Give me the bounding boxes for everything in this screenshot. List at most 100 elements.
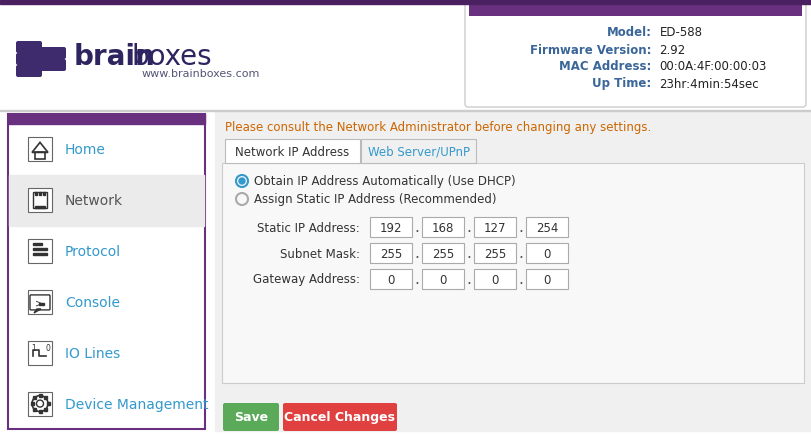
Text: Model:: Model:	[607, 25, 651, 39]
Bar	[474, 244, 516, 263]
Bar	[32, 396, 36, 399]
Text: 2.92: 2.92	[659, 43, 686, 57]
Text: 168: 168	[431, 221, 454, 234]
Text: 23hr:4min:54sec: 23hr:4min:54sec	[659, 78, 759, 90]
FancyBboxPatch shape	[283, 403, 397, 431]
Bar	[8, 115, 205, 125]
Bar	[38, 410, 41, 413]
Bar	[0, 111, 811, 112]
Bar	[38, 394, 41, 397]
FancyBboxPatch shape	[28, 138, 52, 162]
Text: brain: brain	[74, 43, 156, 71]
Text: 255: 255	[380, 247, 402, 260]
Bar	[33, 254, 47, 255]
FancyBboxPatch shape	[223, 403, 279, 431]
FancyBboxPatch shape	[40, 48, 66, 60]
Bar	[0, 0, 811, 5]
Bar	[370, 244, 412, 263]
Bar	[33, 244, 42, 246]
Text: boxes: boxes	[132, 43, 212, 71]
Bar	[39, 193, 41, 196]
Bar	[422, 244, 464, 263]
Bar	[33, 248, 47, 251]
Text: 0: 0	[45, 343, 49, 353]
Text: 0: 0	[543, 247, 551, 260]
Bar	[222, 164, 804, 383]
Bar	[526, 218, 568, 237]
Bar	[526, 244, 568, 263]
FancyBboxPatch shape	[8, 115, 205, 429]
Bar	[32, 408, 36, 411]
Circle shape	[239, 179, 245, 184]
Text: .: .	[518, 246, 523, 261]
Text: Web Server/UPnP: Web Server/UPnP	[367, 145, 470, 158]
Text: Console: Console	[65, 295, 120, 309]
Text: 255: 255	[484, 247, 506, 260]
Bar	[215, 112, 811, 431]
Text: 192: 192	[380, 221, 402, 234]
Text: 255: 255	[432, 247, 454, 260]
FancyBboxPatch shape	[16, 66, 42, 78]
Bar	[474, 218, 516, 237]
Bar	[35, 153, 45, 160]
FancyBboxPatch shape	[28, 392, 52, 416]
Text: Save: Save	[234, 410, 268, 424]
Bar	[35, 193, 37, 196]
Text: .: .	[414, 246, 419, 261]
Text: >: >	[35, 298, 43, 308]
Text: .: .	[466, 246, 471, 261]
Text: Obtain IP Address Automatically (Use DHCP): Obtain IP Address Automatically (Use DHC…	[254, 175, 516, 188]
Text: 00:0A:4F:00:00:03: 00:0A:4F:00:00:03	[659, 60, 767, 73]
Bar	[44, 408, 47, 411]
Bar	[46, 402, 49, 405]
Bar	[370, 218, 412, 237]
Text: Subnet Mask:: Subnet Mask:	[280, 247, 360, 260]
Text: Gateway Address:: Gateway Address:	[253, 273, 360, 286]
Text: Network: Network	[65, 194, 123, 208]
Text: .: .	[414, 220, 419, 235]
FancyBboxPatch shape	[16, 54, 42, 66]
FancyBboxPatch shape	[28, 341, 52, 365]
Text: Protocol: Protocol	[65, 244, 121, 258]
Text: .: .	[414, 272, 419, 287]
Text: 1: 1	[31, 343, 36, 353]
Text: 0: 0	[440, 273, 447, 286]
FancyBboxPatch shape	[465, 2, 806, 108]
Bar	[35, 207, 45, 209]
Text: 0: 0	[543, 273, 551, 286]
Text: Device Management: Device Management	[65, 397, 208, 411]
Text: 127: 127	[483, 221, 506, 234]
Text: MAC Address:: MAC Address:	[560, 60, 651, 73]
Bar	[225, 140, 360, 164]
Bar	[43, 193, 45, 196]
Bar	[361, 140, 476, 164]
Bar	[9, 176, 204, 226]
Text: www.brainboxes.com: www.brainboxes.com	[142, 69, 260, 79]
FancyBboxPatch shape	[16, 42, 42, 54]
FancyBboxPatch shape	[28, 189, 52, 213]
FancyBboxPatch shape	[28, 240, 52, 264]
Text: Assign Static IP Address (Recommended): Assign Static IP Address (Recommended)	[254, 193, 496, 206]
Text: .: .	[466, 272, 471, 287]
Text: 0: 0	[388, 273, 395, 286]
Text: Cancel Changes: Cancel Changes	[285, 410, 396, 424]
Text: .: .	[518, 272, 523, 287]
FancyBboxPatch shape	[469, 5, 802, 17]
Bar	[31, 402, 33, 405]
Text: IO Lines: IO Lines	[65, 346, 120, 360]
Text: Please consult the Network Administrator before changing any settings.: Please consult the Network Administrator…	[225, 120, 651, 133]
Bar	[422, 218, 464, 237]
FancyBboxPatch shape	[28, 290, 52, 314]
Text: Up Time:: Up Time:	[592, 78, 651, 90]
Bar	[526, 269, 568, 290]
Text: 0: 0	[491, 273, 499, 286]
Bar	[39, 304, 44, 305]
Text: Network IP Address: Network IP Address	[235, 145, 350, 158]
Bar	[44, 396, 47, 399]
Text: ED-588: ED-588	[659, 25, 702, 39]
Bar	[474, 269, 516, 290]
FancyBboxPatch shape	[40, 60, 66, 72]
Text: Static IP Address:: Static IP Address:	[257, 221, 360, 234]
Text: 254: 254	[536, 221, 558, 234]
Bar	[422, 269, 464, 290]
